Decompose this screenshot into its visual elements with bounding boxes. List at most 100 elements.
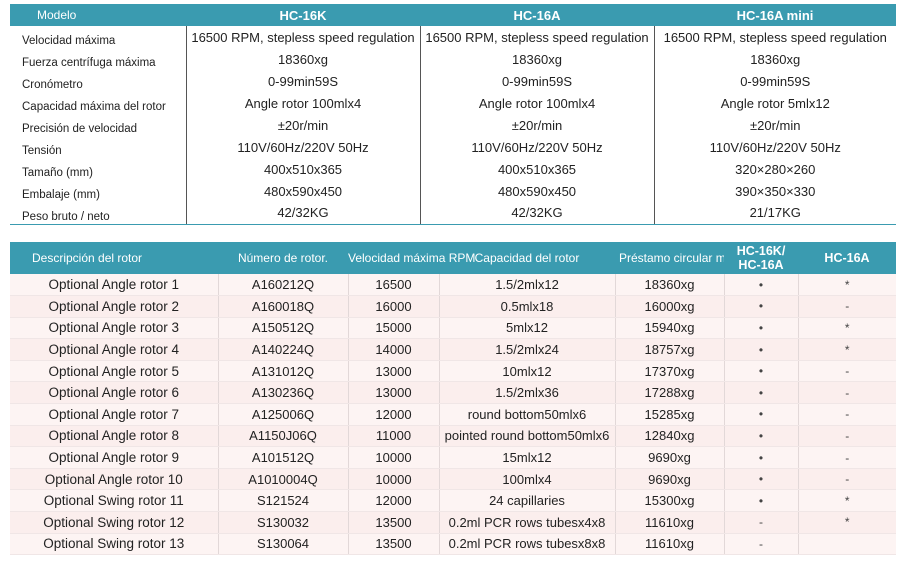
rotor-name: Optional Angle rotor 8 bbox=[10, 425, 219, 448]
rotor-name: Optional Angle rotor 4 bbox=[10, 338, 219, 361]
rotor-compat-hc16k: • bbox=[724, 446, 799, 469]
rotor-capacity: round bottom50mlx6 bbox=[439, 403, 616, 426]
rotor-number: A150512Q bbox=[218, 317, 349, 340]
rotor-header-row: Descripción del rotor Número de rotor. V… bbox=[10, 242, 896, 274]
spec-row: Capacidad máxima del rotor Angle rotor 10… bbox=[10, 92, 896, 114]
rotor-max-xg: 15285xg bbox=[615, 403, 725, 426]
rotor-capacity: 10mlx12 bbox=[439, 360, 616, 383]
rotor-row: Optional Angle rotor 2 A160018Q 16000 0.5ml… bbox=[10, 295, 896, 318]
rotor-number: A160018Q bbox=[218, 295, 349, 318]
rotor-max-xg: 17370xg bbox=[615, 360, 725, 383]
spec-row-value: 42/32KG bbox=[185, 202, 420, 225]
rotor-capacity: 1.5/2mlx24 bbox=[439, 338, 616, 361]
rotor-name: Optional Angle rotor 3 bbox=[10, 317, 219, 340]
rotor-max-xg: 15300xg bbox=[615, 489, 725, 513]
rotor-row: Optional Swing rotor 13 S130064 13500 0.2ml… bbox=[10, 533, 896, 556]
rotor-compat-hc16a: - bbox=[798, 425, 896, 448]
rotor-number: A1010004Q bbox=[218, 468, 349, 491]
rotor-max-rpm: 14000 bbox=[348, 338, 440, 361]
rotor-compat-hc16k: • bbox=[724, 274, 799, 297]
rotor-name: Optional Swing rotor 11 bbox=[10, 489, 219, 513]
rotor-header-max-rpm: Velocidad máxima RPM bbox=[348, 242, 475, 274]
spec-row-value: 16500 RPM, stepless speed regulation bbox=[185, 26, 420, 48]
rotor-capacity: 24 capillaries bbox=[439, 489, 616, 513]
rotor-compat-hc16k: • bbox=[724, 338, 799, 361]
rotor-row: Optional Angle rotor 1 A160212Q 16500 1.5/2… bbox=[10, 274, 896, 297]
rotor-name: Optional Angle rotor 2 bbox=[10, 295, 219, 318]
rotor-max-rpm: 10000 bbox=[348, 468, 440, 491]
spec-row-value: 480x590x450 bbox=[185, 180, 420, 202]
rotor-compat-hc16a: * bbox=[798, 274, 896, 297]
rotor-row: Optional Angle rotor 4 A140224Q 14000 1.5/2… bbox=[10, 338, 896, 361]
spec-row-label: Peso bruto / neto bbox=[10, 202, 186, 225]
rotor-compat-hc16k: • bbox=[724, 381, 799, 405]
rotor-max-rpm: 13000 bbox=[348, 381, 440, 405]
spec-row-label: Tamaño (mm) bbox=[22, 167, 93, 179]
spec-header-row: Modelo HC-16K HC-16A HC-16A mini bbox=[10, 4, 896, 26]
rotor-capacity: 5mlx12 bbox=[439, 317, 616, 340]
rotor-compat-hc16a: - bbox=[798, 381, 896, 405]
rotor-max-xg: 18757xg bbox=[615, 338, 725, 361]
spec-row: Tamaño (mm) 400x510x365 400x510x365 320×280… bbox=[10, 158, 896, 180]
rotor-compat-hc16a: * bbox=[798, 511, 896, 534]
rotor-compat-hc16k: • bbox=[724, 425, 799, 448]
rotor-header-capacity: Capacidad del rotor bbox=[439, 242, 615, 274]
rotor-number: S130032 bbox=[218, 511, 349, 534]
spec-row-value: Angle rotor 100mlx4 bbox=[419, 92, 654, 114]
spec-row-value: 390×350×330 bbox=[653, 180, 896, 202]
rotor-max-xg: 9690xg bbox=[615, 446, 725, 469]
rotor-compat-hc16k: • bbox=[724, 468, 799, 491]
rotor-compat-hc16k: • bbox=[724, 360, 799, 383]
rotor-capacity: 0.5mlx18 bbox=[439, 295, 616, 318]
rotor-row: Optional Angle rotor 8 A1150J06Q 11000 poin… bbox=[10, 425, 896, 448]
spec-row-label: Velocidad máxima bbox=[22, 35, 116, 47]
rotor-capacity: 100mlx4 bbox=[439, 468, 616, 491]
rotor-name: Optional Swing rotor 12 bbox=[10, 511, 219, 534]
rotor-compat-hc16a: * bbox=[798, 489, 896, 513]
rotor-name: Optional Angle rotor 6 bbox=[10, 381, 219, 405]
rotor-name: Optional Angle rotor 5 bbox=[10, 360, 219, 383]
rotor-row: Optional Swing rotor 11 S121524 12000 24 ca… bbox=[10, 489, 896, 513]
rotor-number: A131012Q bbox=[218, 360, 349, 383]
spec-header-hc16a: HC-16A bbox=[420, 4, 654, 26]
rotor-max-xg: 17288xg bbox=[615, 381, 725, 405]
rotor-max-xg: 11610xg bbox=[615, 533, 725, 556]
spec-row-value: 320×280×260 bbox=[653, 158, 896, 180]
rotor-compat-hc16a: * bbox=[798, 317, 896, 340]
spec-header-model: Modelo bbox=[10, 4, 186, 26]
spec-row-value: 0-99min59S bbox=[419, 70, 654, 92]
spec-row-value: 0-99min59S bbox=[185, 70, 420, 92]
rotor-row: Optional Angle rotor 9 A101512Q 10000 15mlx… bbox=[10, 446, 896, 469]
spec-row: Tensión 110V/60Hz/220V 50Hz 110V/60Hz/220V… bbox=[10, 136, 896, 158]
rotor-capacity: 15mlx12 bbox=[439, 446, 616, 469]
rotor-row: Optional Angle rotor 3 A150512Q 15000 5mlx1… bbox=[10, 317, 896, 340]
spec-table: Modelo HC-16K HC-16A HC-16A mini Velocid… bbox=[10, 4, 896, 225]
rotor-number: A125006Q bbox=[218, 403, 349, 426]
spec-row-label: Fuerza centrífuga máxima bbox=[22, 57, 156, 69]
rotor-max-rpm: 11000 bbox=[348, 425, 440, 448]
rotor-name: Optional Angle rotor 9 bbox=[10, 446, 219, 469]
spec-row-value: 21/17KG bbox=[653, 202, 896, 225]
spec-row: Embalaje (mm) 480x590x450 480x590x450 390×3… bbox=[10, 180, 896, 202]
rotor-header-hc16k-hc16a: HC-16K/ HC-16A bbox=[724, 242, 798, 274]
spec-row-value: 18360xg bbox=[185, 48, 420, 70]
rotor-compat-hc16k: • bbox=[724, 295, 799, 318]
rotor-compat-hc16a: - bbox=[798, 468, 896, 491]
rotor-number: A140224Q bbox=[218, 338, 349, 361]
rotor-compat-hc16k: - bbox=[724, 511, 799, 534]
rotor-name: Optional Swing rotor 13 bbox=[10, 533, 219, 556]
spec-row-value: 18360xg bbox=[419, 48, 654, 70]
rotor-compat-hc16a: * bbox=[798, 338, 896, 361]
rotor-max-xg: 15940xg bbox=[615, 317, 725, 340]
rotor-compat-hc16k: • bbox=[724, 489, 799, 513]
rotor-row: Optional Angle rotor 7 A125006Q 12000 round… bbox=[10, 403, 896, 426]
rotor-max-xg: 16000xg bbox=[615, 295, 725, 318]
rotor-compat-hc16a: - bbox=[798, 446, 896, 469]
rotor-row: Optional Angle rotor 10 A1010004Q 10000 100… bbox=[10, 468, 896, 491]
rotor-row: Optional Angle rotor 5 A131012Q 13000 10mlx… bbox=[10, 360, 896, 383]
spec-row-value: 16500 RPM, stepless speed regulation bbox=[653, 26, 896, 48]
rotor-max-xg: 9690xg bbox=[615, 468, 725, 491]
rotor-header-description: Descripción del rotor bbox=[10, 242, 218, 274]
rotor-compat-hc16a: - bbox=[798, 295, 896, 318]
spec-row-label: Precisión de velocidad bbox=[22, 123, 138, 135]
